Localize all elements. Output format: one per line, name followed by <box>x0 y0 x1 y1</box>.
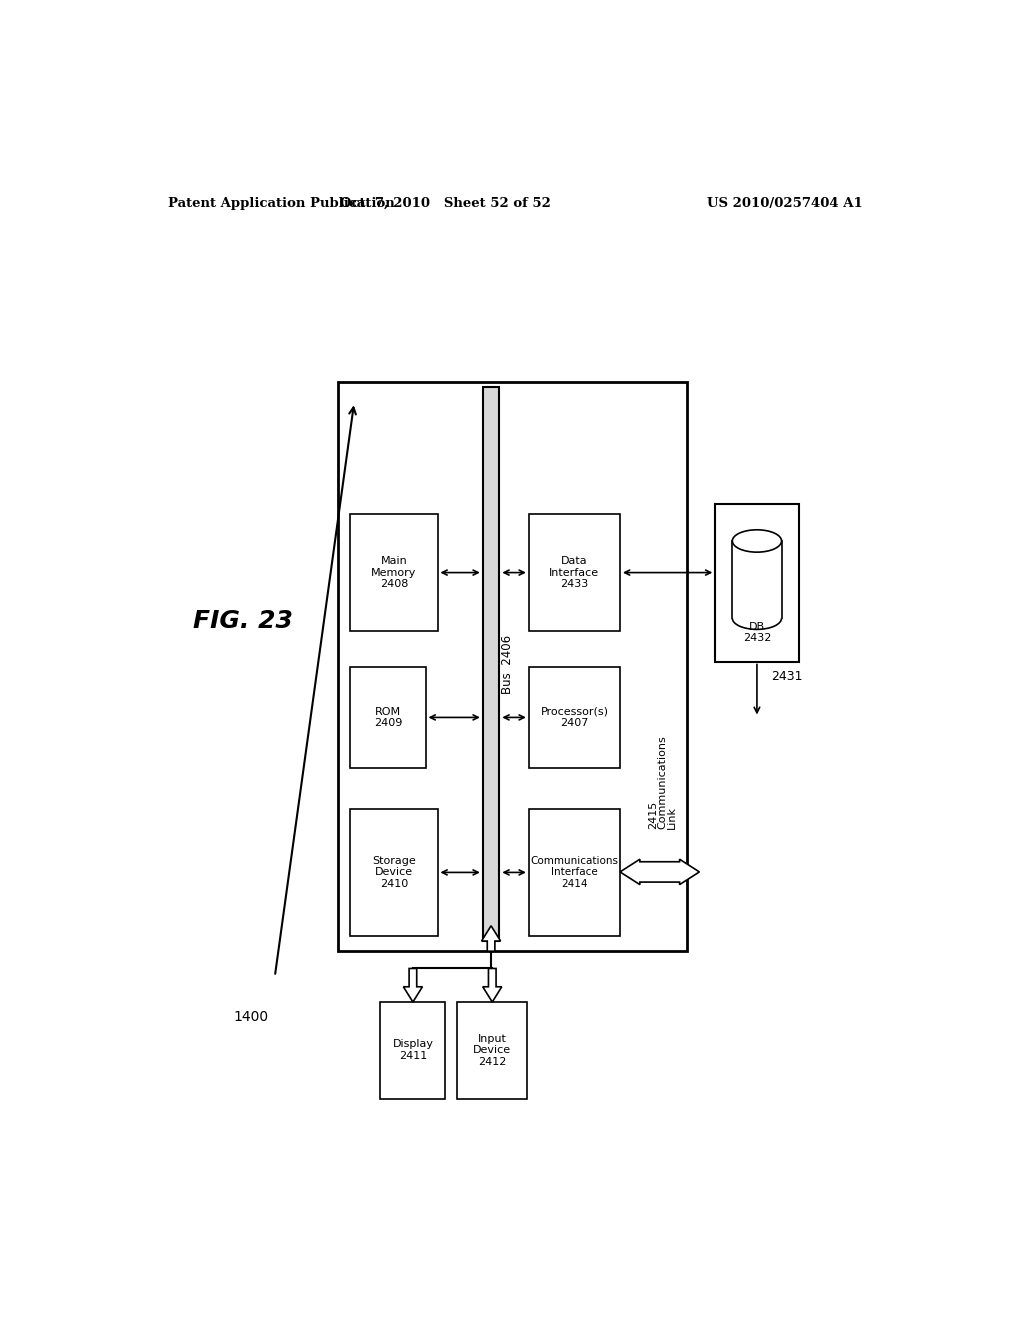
Bar <box>528 809 621 936</box>
Text: Link: Link <box>667 807 677 829</box>
Text: Main
Memory
2408: Main Memory 2408 <box>371 556 417 589</box>
Text: ROM
2409: ROM 2409 <box>374 706 402 729</box>
Text: 1400: 1400 <box>233 1010 268 1024</box>
Bar <box>528 515 621 631</box>
Polygon shape <box>481 925 501 952</box>
Text: 2415: 2415 <box>648 801 657 829</box>
Text: Communications
Interface
2414: Communications Interface 2414 <box>530 855 618 890</box>
Bar <box>482 387 500 941</box>
Text: Processor(s)
2407: Processor(s) 2407 <box>541 706 608 729</box>
Text: Communications: Communications <box>657 735 668 829</box>
Bar <box>350 515 437 631</box>
Text: Storage
Device
2410: Storage Device 2410 <box>372 855 416 890</box>
Bar <box>715 504 799 661</box>
Polygon shape <box>482 969 502 1002</box>
Polygon shape <box>620 859 699 884</box>
Text: 2431: 2431 <box>771 671 803 684</box>
Bar <box>380 1002 445 1098</box>
Text: Input
Device
2412: Input Device 2412 <box>473 1034 511 1067</box>
Text: Patent Application Publication: Patent Application Publication <box>168 197 394 210</box>
Text: Bus  2406: Bus 2406 <box>502 635 514 693</box>
Bar <box>338 381 687 952</box>
Text: Oct. 7, 2010   Sheet 52 of 52: Oct. 7, 2010 Sheet 52 of 52 <box>340 197 551 210</box>
Ellipse shape <box>732 529 781 552</box>
Bar <box>350 667 426 768</box>
Text: FIG. 23: FIG. 23 <box>194 609 293 632</box>
Bar <box>458 1002 527 1098</box>
Text: DB
2432: DB 2432 <box>742 622 771 643</box>
Polygon shape <box>403 969 423 1002</box>
Text: Data
Interface
2433: Data Interface 2433 <box>549 556 599 589</box>
Bar <box>350 809 437 936</box>
Text: US 2010/0257404 A1: US 2010/0257404 A1 <box>708 197 863 210</box>
Bar <box>528 667 621 768</box>
Text: Display
2411: Display 2411 <box>392 1039 433 1061</box>
